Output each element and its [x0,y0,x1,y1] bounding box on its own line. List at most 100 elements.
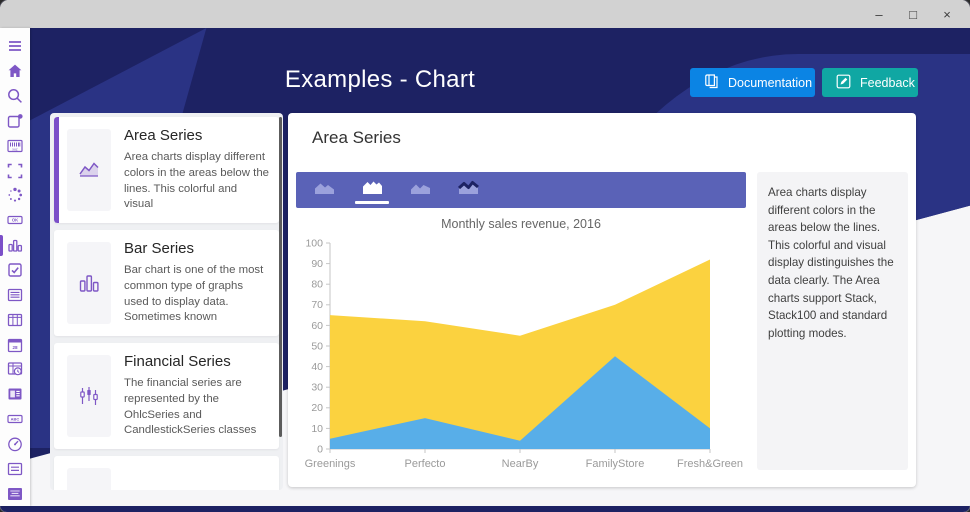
svg-text:50: 50 [311,340,323,352]
border-icon [6,162,24,180]
svg-text:FamilyStore: FamilyStore [586,458,645,470]
card-description: The financial series are represented by … [124,377,257,437]
nav-scheduler-item[interactable] [0,357,30,382]
area-series-icon [67,129,111,211]
svg-text:40: 40 [311,361,323,373]
nav-layout-item[interactable] [0,382,30,407]
barcode-icon: xyz [6,137,24,155]
card-title: Financial Series [124,353,231,371]
series-card-financial-series[interactable]: Financial Series The financial series are… [54,343,279,449]
nav-home-item[interactable] [0,59,30,84]
svg-text:80: 80 [311,279,323,291]
svg-text:0: 0 [317,443,323,455]
nav-search-item[interactable] [0,84,30,109]
documentation-book-icon [704,73,719,92]
list-scrollbar[interactable] [279,117,282,437]
nav-chart-item[interactable] [0,233,30,258]
page-title: Examples - Chart [284,66,476,93]
svg-text:Greenings: Greenings [305,458,356,470]
chart-type-toolbar [296,172,746,208]
toolbar-area-button[interactable] [300,172,348,208]
toolbar-spline-area-button[interactable] [348,172,396,208]
busy-indicator-icon [6,186,24,204]
gauge-icon [6,435,24,453]
series-cards: Area Series Area charts display different… [54,117,279,490]
search-icon [6,87,24,105]
home-icon [6,62,24,80]
nav-checkbox-item[interactable] [0,258,30,283]
toolbar-step-area-button[interactable] [444,172,492,208]
svg-text:NearBy: NearBy [502,458,539,470]
card-title: Bar Series [124,240,195,258]
nav-menu-item[interactable] [0,34,30,59]
chart-title: Monthly sales revenue, 2016 [441,217,601,231]
feedback-edit-icon [836,74,851,92]
nav-list-menu-item[interactable] [0,282,30,307]
nav-rich-text-editor-item[interactable] [0,481,30,506]
svg-text:90: 90 [311,258,323,270]
toolbar-selected-underline [355,201,389,204]
svg-text:ABC: ABC [11,417,20,422]
grid-icon [6,311,24,329]
svg-text:20: 20 [311,402,323,414]
area-icon [313,179,336,202]
nav-text-editor-item[interactable] [0,456,30,481]
series-description-text: Area charts display different colors in … [768,186,894,340]
svg-text:Fresh&Green: Fresh&Green [677,458,743,470]
nav-gauge-item[interactable] [0,432,30,457]
left-icon-rail: xyz OK 28 ABC [0,28,30,506]
area-chart-svg: 0 10 20 30 40 50 60 70 80 90 100 Greenings Perfecto N… [305,237,743,470]
series-card-area-series[interactable]: Area Series Area charts display different… [54,117,279,223]
svg-text:28: 28 [12,344,18,349]
menu-icon [6,37,24,55]
nav-button-item[interactable]: OK [0,208,30,233]
series-card-financial-indicators[interactable]: Financial Indicators [54,456,279,490]
series-card-bar-series[interactable]: Bar Series Bar chart is one of the most c… [54,230,279,336]
titlebar: – □ × [0,0,970,28]
spline-area-icon [361,179,384,202]
nav-selected-accent [0,234,3,256]
documentation-button[interactable]: Documentation [690,68,815,97]
bar-series-icon [67,242,111,324]
calendar-icon: 28 [6,336,24,354]
window-bottom-border [0,506,970,512]
nav-border-item[interactable] [0,158,30,183]
minimize-button[interactable]: – [875,6,883,22]
nav-badge-item[interactable] [0,109,30,134]
nav-calendar-item[interactable]: 28 [0,332,30,357]
toolbar-stacked-area-button[interactable] [396,172,444,208]
card-selected-accent [54,117,59,223]
main-content-card: Area Series Monthly sales revenue, 2016 … [288,113,916,487]
layout-icon [6,385,24,403]
chart-icon [6,236,24,254]
button-icon: OK [6,211,24,229]
step-area-icon [457,179,480,202]
nav-grid-item[interactable] [0,307,30,332]
feedback-button[interactable]: Feedback [822,68,918,97]
svg-text:10: 10 [311,423,323,435]
nav-barcode-item[interactable]: xyz [0,133,30,158]
svg-text:OK: OK [12,218,18,223]
card-title: Area Series [124,127,203,145]
close-button[interactable]: × [943,6,951,22]
autocomplete-icon: ABC [6,410,24,428]
stacked-area-icon [409,179,432,202]
card-description: Area charts display different colors in … [124,151,269,211]
documentation-button-label: Documentation [728,75,813,90]
text-editor-icon [6,460,24,478]
svg-text:60: 60 [311,320,323,332]
svg-text:30: 30 [311,382,323,394]
checkbox-icon [6,261,24,279]
series-list-panel: Area Series Area charts display different… [50,113,283,490]
nav-busy-indicator-item[interactable] [0,183,30,208]
main-section-title: Area Series [312,128,401,147]
maximize-button[interactable]: □ [909,6,917,22]
svg-text:70: 70 [311,299,323,311]
nav-autocomplete-item[interactable]: ABC [0,407,30,432]
financial-series-icon [67,355,111,437]
svg-text:100: 100 [305,237,323,249]
list-menu-icon [6,286,24,304]
area-chart: 0 10 20 30 40 50 60 70 80 90 100 Greenings Perfecto N… [296,233,746,483]
financial-indicators-icon [67,468,111,490]
